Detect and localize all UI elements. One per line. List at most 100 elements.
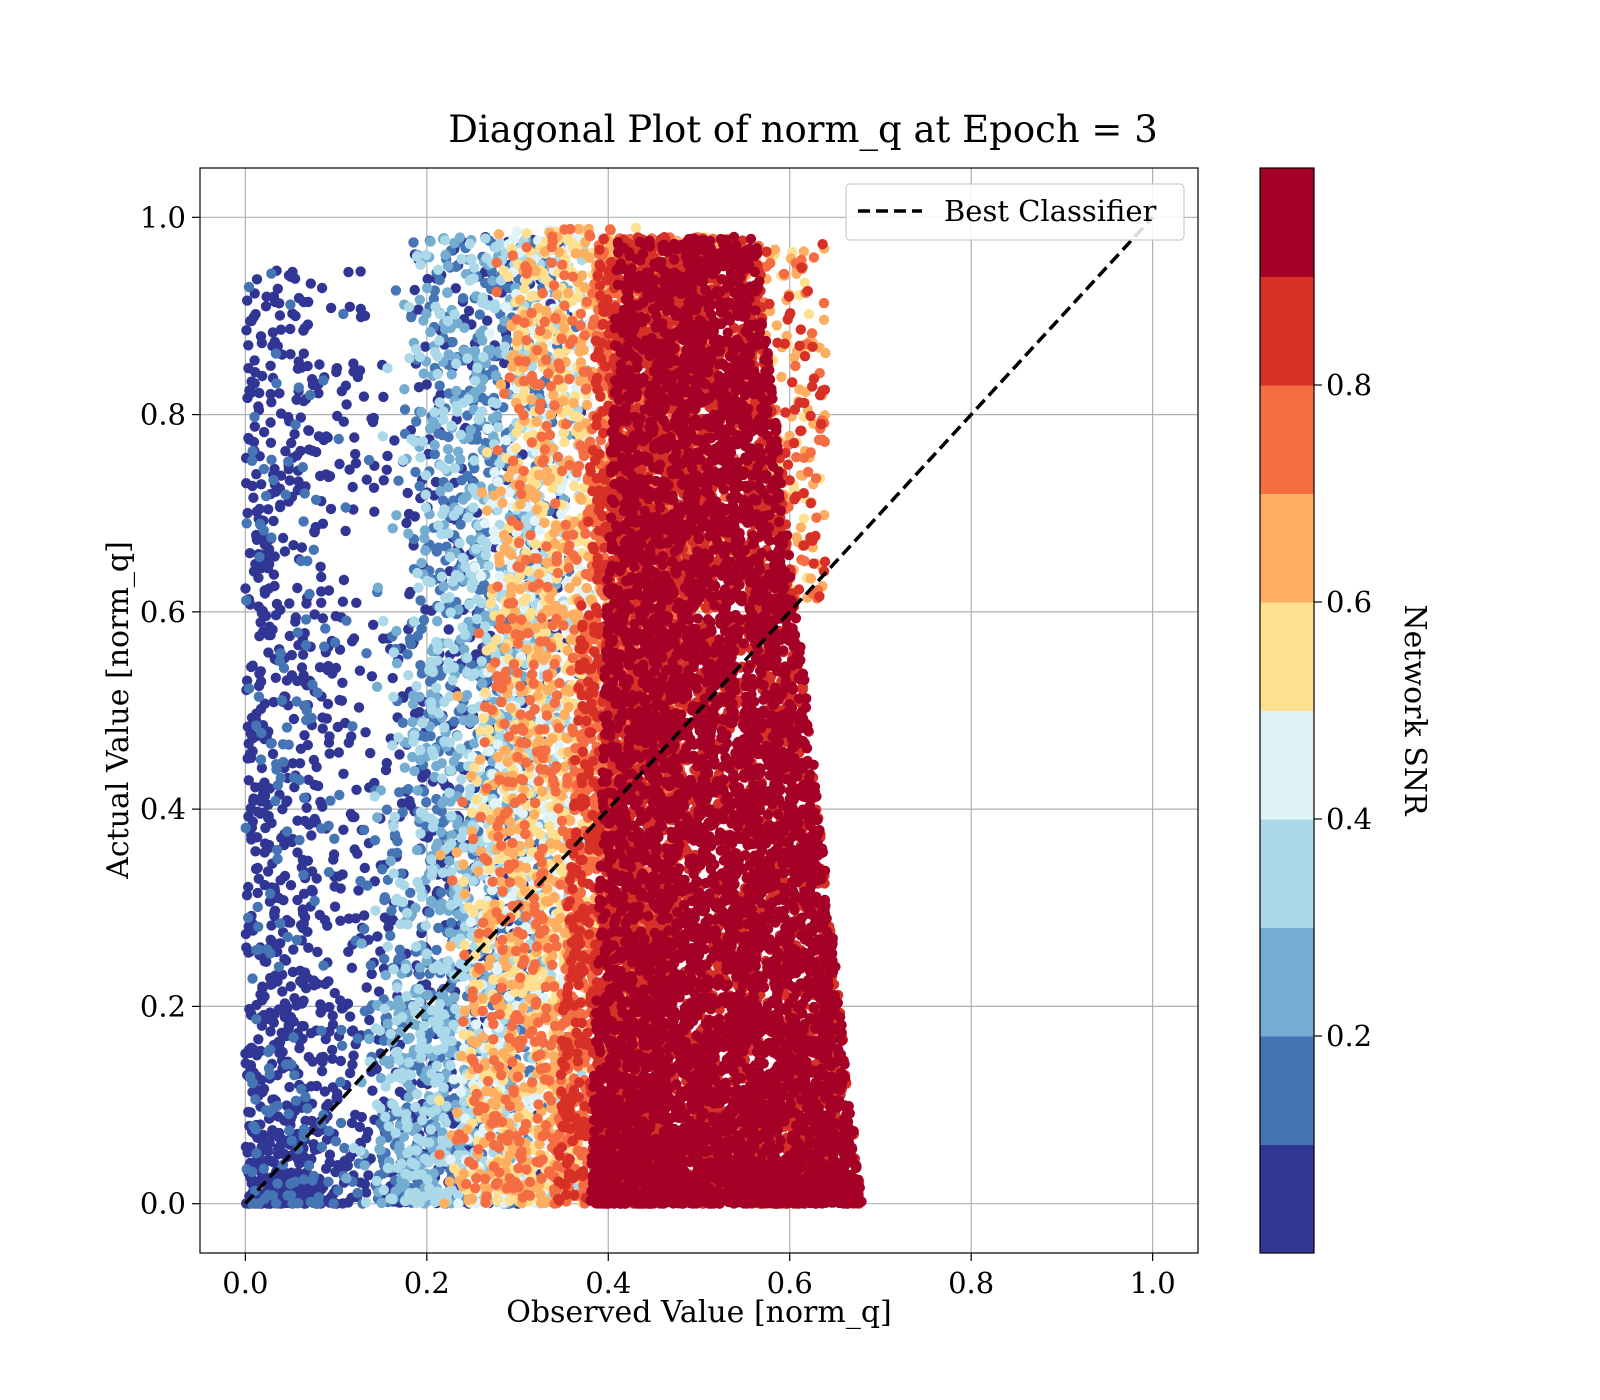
scatter-point [444,453,455,465]
scatter-point [262,944,273,955]
scatter-point [302,360,313,372]
scatter-point [241,890,253,901]
scatter-point [444,787,455,798]
scatter-point [297,854,309,866]
scatter-point [272,853,283,865]
scatter-point [253,1198,264,1209]
scatter-point [250,782,261,793]
scatter-point [280,489,291,500]
scatter-point [298,1124,310,1135]
scatter-point [458,397,469,408]
scatter-point [442,663,454,675]
scatter-point [390,895,401,906]
scatter-point [343,1197,354,1208]
scatter-point [314,909,325,921]
scatter-point [274,298,285,309]
scatter-point [349,432,360,443]
scatter-point [394,1140,405,1151]
scatter-point [446,810,457,821]
scatter-point [317,723,328,734]
scatter-point [324,731,335,742]
scatter-point [341,399,352,410]
scatter-point [269,907,280,919]
scatter-point [300,700,311,711]
scatter-point [392,1046,403,1058]
scatter-point [284,598,295,609]
scatter-point [352,1187,363,1199]
scatter-point [347,481,358,493]
scatter-point [275,918,286,929]
scatter-point [241,595,252,606]
scatter-point [338,308,349,320]
scatter-point [255,754,267,765]
scatter-point [348,1142,359,1154]
scatter-point [404,1069,415,1080]
scatter-point [453,505,464,516]
scatter-point [469,262,480,273]
scatter-point [316,597,327,608]
scatter-point [247,1166,258,1178]
chart-title: Diagonal Plot of norm_q at Epoch = 3 [448,108,1157,152]
scatter-point [300,614,312,625]
scatter-point [372,931,383,942]
scatter-point [324,1149,336,1160]
scatter-point [275,875,286,886]
scatter-point [411,1088,423,1100]
scatter-point [369,506,380,517]
scatter-point [521,228,532,239]
scatter-point [243,340,254,351]
scatter-point [359,310,371,321]
scatter-point [292,894,303,906]
scatter-point [446,369,457,380]
scatter-point [316,586,327,597]
scatter-point [385,1028,396,1040]
scatter-point [379,953,390,965]
scatter-point [401,991,412,1002]
scatter-point [287,308,298,319]
scatter-point [377,431,388,442]
scatter-point [298,1174,309,1185]
scatter-point [479,518,491,529]
scatter-point [291,934,303,946]
scatter-point [447,576,458,587]
scatter-point [416,1169,427,1180]
scatter-point [271,844,283,856]
scatter-point [440,249,451,261]
scatter-point [335,1076,346,1088]
scatter-point [300,1091,311,1103]
scatter-point [392,836,403,847]
scatter-point [308,544,319,555]
scatter-point [492,410,503,422]
scatter-point [275,324,287,335]
scatter-point [329,901,341,912]
scatter-point [434,335,445,346]
scatter-point [446,917,457,928]
scatter-point [291,450,303,461]
scatter-point [448,756,460,767]
scatter-point [425,697,437,708]
scatter-point [408,736,419,747]
scatter-point [266,817,277,829]
scatter-point [474,309,485,320]
scatter-point [418,315,429,326]
scatter-point [420,341,431,352]
scatter-point [249,411,260,423]
scatter-point [354,365,366,376]
scatter-point [362,1126,374,1138]
scatter-point [444,855,455,867]
scatter-point [420,502,432,513]
scatter-point [492,1195,503,1206]
scatter-point [377,864,388,875]
scatter-point [432,368,443,380]
scatter-point [298,670,309,681]
scatter-point [445,607,456,618]
scatter-point [339,1142,350,1154]
scatter-point [399,404,411,415]
scatter-point [435,887,447,898]
scatter-point [245,1107,256,1118]
scatter-point [292,627,303,638]
scatter-point [308,754,320,766]
scatter-point [274,310,286,321]
scatter-point [333,433,344,445]
scatter-point [385,1193,396,1204]
